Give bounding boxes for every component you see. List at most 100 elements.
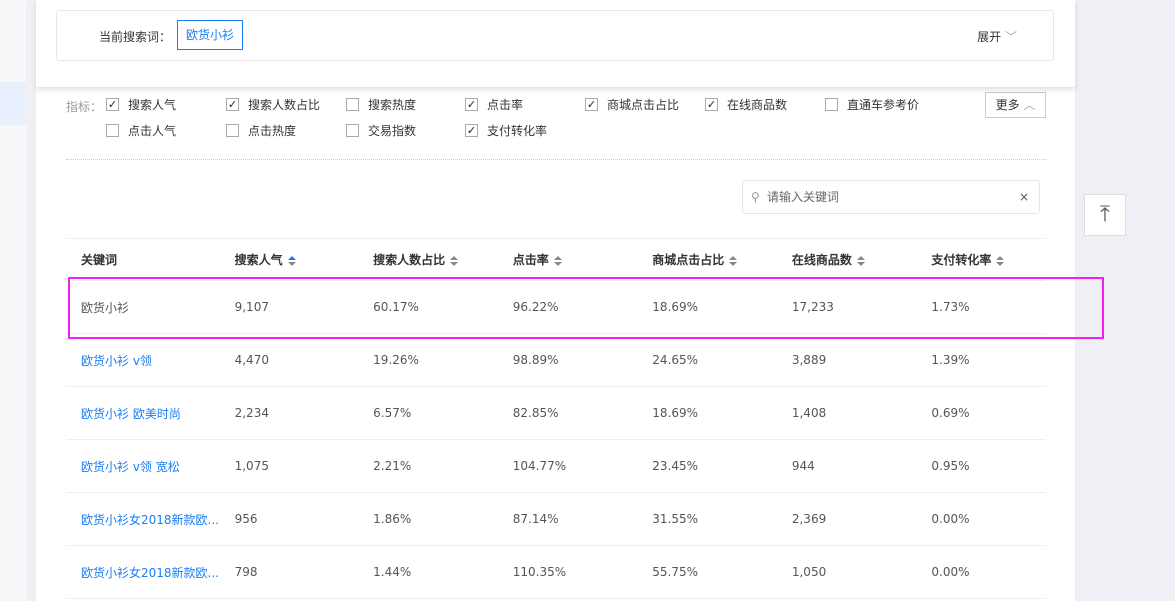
metric-label: 点击热度 [248, 124, 297, 138]
sort-icon[interactable] [450, 255, 459, 267]
sort-up-icon[interactable] [856, 255, 865, 260]
table-row: 欧货小衫女2018新款欧... 798 1.44% 110.35% 55.75% 1,05… [66, 545, 1046, 599]
checkbox-checked-icon[interactable]: ✓ [465, 124, 478, 137]
current-search-term[interactable]: 欧货小衫 [177, 20, 244, 50]
keyword-link[interactable]: 欧货小衫 欧美时尚 [66, 386, 220, 440]
metric-label: 直通车参考价 [847, 98, 920, 112]
table-row: 欧货小衫女2018新款欧... 956 1.86% 87.14% 31.55% 2,369… [66, 492, 1046, 546]
keyword-link[interactable]: 欧货小衫女2018新款欧... [66, 545, 220, 599]
checkbox-unchecked-icon[interactable] [346, 98, 359, 111]
keyword-link[interactable]: 欧货小衫 v领 [66, 333, 220, 387]
keyword-link[interactable]: 欧货小衫 v领 宽松 [66, 439, 220, 493]
metric-checkbox[interactable]: ✓ 搜索人气 [106, 96, 176, 113]
column-header[interactable]: 搜索人数占比 [358, 238, 498, 281]
table-cell: 19.26% [358, 333, 498, 387]
search-header-card: 当前搜索词： 欧货小衫 展开 ﹀ [36, 0, 1075, 87]
table-cell: 1,075 [219, 439, 359, 493]
table-cell: 1,408 [776, 386, 917, 440]
metric-checkbox[interactable]: ✓ 点击率 [465, 96, 523, 113]
table-cell: 18.69% [637, 386, 777, 440]
checkbox-checked-icon[interactable]: ✓ [585, 98, 598, 111]
metric-checkbox[interactable]: 交易指数 [346, 122, 416, 139]
highlight-box [68, 277, 1104, 339]
more-button[interactable]: 更多 ︿ [985, 92, 1046, 118]
column-header[interactable]: 搜索人气 [219, 238, 359, 281]
metric-label: 搜索人气 [128, 98, 177, 112]
table-cell: 0.00% [916, 545, 1046, 599]
sort-icon[interactable] [729, 255, 738, 267]
sort-up-icon[interactable] [450, 255, 459, 260]
table-cell: 55.75% [637, 545, 777, 599]
checkbox-checked-icon[interactable]: ✓ [705, 98, 718, 111]
table-cell: 18.69% [637, 280, 777, 334]
chevron-up-icon: ︿ [1023, 98, 1036, 112]
sort-icon[interactable] [856, 255, 865, 267]
table-cell: 82.85% [497, 386, 638, 440]
metric-label: 搜索人数占比 [248, 98, 321, 112]
keyword-table: 关键词 搜索人气 搜索人数占比 点击率 商城点击占比 在线商品数 支付转化率 欧货小衫 9,1… [66, 238, 1046, 599]
table-cell: 17,233 [776, 280, 917, 334]
checkbox-unchecked-icon[interactable] [825, 98, 838, 111]
sort-up-icon[interactable] [553, 255, 562, 260]
table-cell: 6.57% [358, 386, 498, 440]
metric-label: 商城点击占比 [607, 98, 680, 112]
sort-down-icon[interactable] [996, 261, 1005, 266]
checkbox-checked-icon[interactable]: ✓ [226, 98, 239, 111]
metric-label: 点击人气 [128, 124, 177, 138]
keyword-link: 欧货小衫 [66, 280, 220, 334]
table-cell: 798 [219, 545, 359, 599]
metric-label: 支付转化率 [487, 124, 548, 138]
sort-up-icon[interactable] [287, 255, 296, 260]
sort-down-icon[interactable] [553, 261, 562, 266]
sort-icon[interactable] [996, 255, 1005, 267]
table-cell: 956 [219, 492, 359, 546]
keyword-link[interactable]: 欧货小衫女2018新款欧... [66, 492, 220, 546]
sort-down-icon[interactable] [729, 261, 738, 266]
clear-icon[interactable]: × [1018, 190, 1029, 204]
sort-icon[interactable] [287, 255, 296, 267]
metric-checkbox[interactable]: ✓ 支付转化率 [465, 122, 547, 139]
sort-down-icon[interactable] [450, 261, 459, 266]
back-to-top-button[interactable]: ⤒ [1084, 194, 1126, 236]
table-cell: 1.86% [358, 492, 498, 546]
table-cell: 4,470 [219, 333, 359, 387]
keyword-search-input[interactable] [767, 187, 1007, 207]
metric-checkbox[interactable]: 搜索热度 [346, 96, 416, 113]
metric-checkbox[interactable]: 直通车参考价 [825, 96, 919, 113]
metric-checkbox[interactable]: ✓ 搜索人数占比 [226, 96, 320, 113]
column-header[interactable]: 支付转化率 [916, 238, 1046, 281]
sort-icon[interactable] [553, 255, 562, 267]
metric-checkbox[interactable]: ✓ 在线商品数 [705, 96, 787, 113]
metric-checkbox[interactable]: 点击人气 [106, 122, 176, 139]
sidebar-selected-item[interactable] [0, 82, 26, 125]
checkbox-checked-icon[interactable]: ✓ [106, 98, 119, 111]
table-cell: 0.95% [916, 439, 1046, 493]
checkbox-checked-icon[interactable]: ✓ [465, 98, 478, 111]
current-search-box: 当前搜索词： 欧货小衫 展开 ﹀ [56, 10, 1054, 61]
expand-button[interactable]: 展开 ﹀ [977, 28, 1017, 45]
sort-down-icon[interactable] [856, 261, 865, 266]
column-header-label: 在线商品数 [791, 253, 852, 267]
table-cell: 1.44% [358, 545, 498, 599]
table-cell: 3,889 [776, 333, 917, 387]
metrics-label: 指标： [66, 100, 103, 114]
checkbox-unchecked-icon[interactable] [346, 124, 359, 137]
table-cell: 23.45% [637, 439, 777, 493]
table-cell: 31.55% [637, 492, 777, 546]
checkbox-unchecked-icon[interactable] [106, 124, 119, 137]
column-header[interactable]: 商城点击占比 [637, 238, 777, 281]
checkbox-unchecked-icon[interactable] [226, 124, 239, 137]
table-cell: 0.00% [916, 492, 1046, 546]
table-cell: 9,107 [219, 280, 359, 334]
column-header[interactable]: 在线商品数 [776, 238, 917, 281]
metric-checkbox[interactable]: 点击热度 [226, 122, 296, 139]
sort-up-icon[interactable] [996, 255, 1005, 260]
table-row: 欧货小衫 v领 宽松 1,075 2.21% 104.77% 23.45% 944 0.95… [66, 439, 1046, 493]
current-search-label: 当前搜索词： [99, 30, 172, 44]
metric-checkbox[interactable]: ✓ 商城点击占比 [585, 96, 679, 113]
sort-up-icon[interactable] [729, 255, 738, 260]
more-label: 更多 [995, 98, 1020, 112]
table-cell: 1.73% [916, 280, 1046, 334]
column-header[interactable]: 点击率 [497, 238, 638, 281]
sort-down-icon[interactable] [287, 261, 296, 266]
